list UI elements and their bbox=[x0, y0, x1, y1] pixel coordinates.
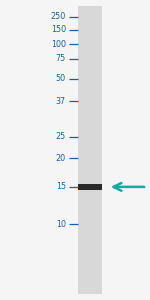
Text: 10: 10 bbox=[56, 220, 66, 229]
Text: 20: 20 bbox=[56, 154, 66, 163]
Bar bbox=[78, 6, 102, 294]
Text: 37: 37 bbox=[56, 97, 66, 106]
Text: 25: 25 bbox=[56, 132, 66, 141]
Bar bbox=[78, 184, 102, 190]
Text: 75: 75 bbox=[56, 54, 66, 63]
Text: 150: 150 bbox=[51, 26, 66, 34]
Text: 15: 15 bbox=[56, 182, 66, 191]
Text: 50: 50 bbox=[56, 74, 66, 83]
Text: 100: 100 bbox=[51, 40, 66, 49]
Text: 250: 250 bbox=[51, 12, 66, 21]
